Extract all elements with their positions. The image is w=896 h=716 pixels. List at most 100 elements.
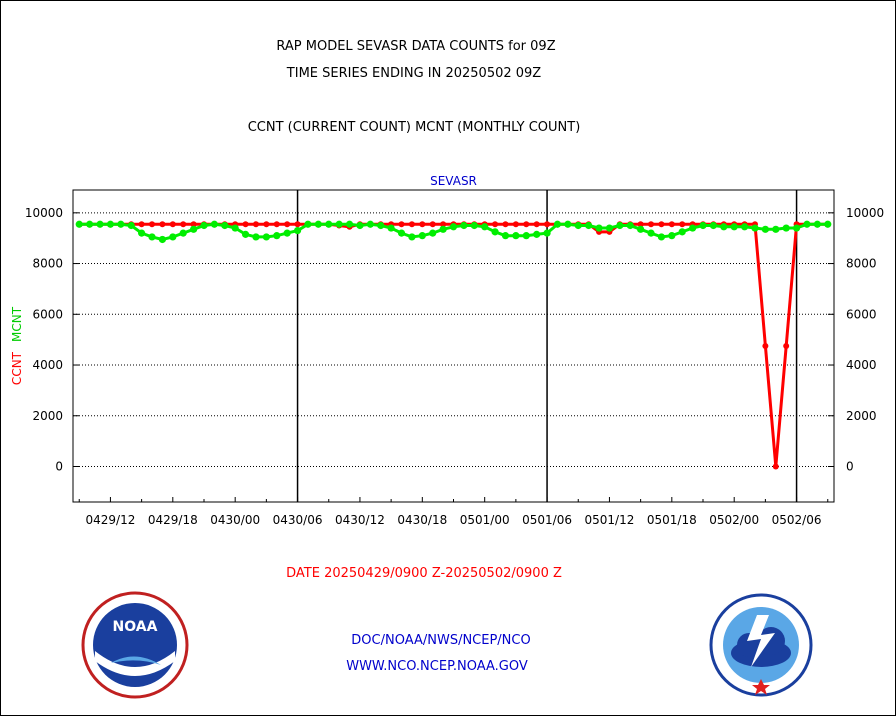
point-mcnt-0: [75, 220, 83, 228]
y-tick-label-left-4000: 4000: [32, 358, 63, 372]
x-tick-label-45: 0501/06: [522, 513, 572, 527]
point-mcnt-1: [86, 220, 94, 228]
x-tick-label-57: 0501/18: [647, 513, 697, 527]
x-tick-label-27: 0430/12: [335, 513, 385, 527]
point-mcnt-13: [210, 220, 218, 228]
point-mcnt-53: [626, 221, 634, 230]
point-mcnt-18: [262, 233, 270, 241]
point-mcnt-30: [387, 224, 395, 232]
y-tick-label-left-2000: 2000: [32, 409, 63, 423]
point-mcnt-44: [533, 230, 541, 238]
y-axis-label-mcnt: MCNT: [10, 306, 24, 342]
point-ccnt-57: [668, 221, 675, 228]
point-mcnt-22: [304, 220, 312, 228]
point-mcnt-56: [657, 233, 666, 241]
point-mcnt-6: [138, 229, 146, 237]
point-mcnt-11: [189, 225, 198, 233]
point-mcnt-23: [314, 220, 322, 228]
point-mcnt-64: [740, 223, 749, 231]
x-tick-label-15: 0430/00: [210, 513, 260, 527]
point-ccnt-43: [523, 221, 530, 228]
point-mcnt-42: [512, 232, 520, 240]
point-mcnt-37: [460, 221, 468, 230]
nws-logo-icon[interactable]: [709, 593, 813, 697]
chart-subtitle: CCNT (CURRENT COUNT) MCNT (MONTHLY COUNT…: [247, 120, 581, 135]
org-line[interactable]: DOC/NOAA/NWS/NCEP/NCO: [351, 633, 531, 648]
noaa-logo-icon[interactable]: NOAA: [81, 591, 189, 699]
url-link[interactable]: WWW.NCO.NCEP.NOAA.GOV: [346, 659, 528, 674]
point-mcnt-69: [792, 224, 801, 232]
point-mcnt-67: [772, 225, 780, 233]
point-mcnt-40: [491, 228, 499, 236]
point-mcnt-46: [553, 220, 562, 228]
point-ccnt-33: [419, 221, 426, 228]
time-series-chart: 0 0 2000 2000 4000 4000 6000 6000 8000 8000 10000 1…: [10, 174, 884, 527]
point-mcnt-14: [221, 221, 229, 230]
point-ccnt-35: [440, 221, 447, 228]
date-range-label: DATE 20250429/0900 Z-20250502/0900 Z: [286, 566, 562, 581]
point-mcnt-72: [824, 220, 832, 228]
point-mcnt-36: [449, 223, 458, 231]
point-ccnt-58: [679, 221, 686, 228]
noaa-logo-text: NOAA: [113, 619, 158, 635]
point-mcnt-63: [730, 223, 738, 231]
point-mcnt-58: [678, 228, 686, 236]
point-ccnt-20: [284, 221, 291, 228]
point-mcnt-32: [408, 233, 416, 241]
point-ccnt-42: [512, 221, 519, 228]
point-mcnt-49: [585, 221, 593, 230]
point-mcnt-51: [605, 224, 614, 232]
point-ccnt-67: [772, 463, 779, 470]
point-ccnt-41: [502, 221, 509, 228]
plot-frame: [72, 189, 835, 503]
point-mcnt-4: [117, 220, 125, 228]
y-tick-label-right-2000: 2000: [846, 409, 877, 423]
point-ccnt-16: [242, 221, 249, 228]
point-mcnt-24: [325, 220, 333, 228]
point-ccnt-45: [544, 221, 551, 228]
y-tick-label-left-6000: 6000: [32, 307, 63, 321]
point-ccnt-56: [658, 221, 665, 228]
point-mcnt-57: [668, 232, 676, 240]
point-mcnt-43: [522, 232, 530, 240]
point-ccnt-9: [169, 221, 176, 228]
point-mcnt-9: [169, 233, 177, 241]
point-mcnt-47: [564, 220, 572, 228]
x-tick-label-69: 0502/06: [772, 513, 822, 527]
point-mcnt-26: [345, 220, 354, 228]
point-mcnt-55: [647, 229, 655, 237]
x-tick-label-51: 0501/12: [585, 513, 635, 527]
point-ccnt-21: [294, 221, 301, 228]
point-mcnt-68: [782, 224, 790, 232]
point-mcnt-62: [720, 223, 728, 231]
point-mcnt-16: [241, 230, 250, 238]
chart-title-line1: RAP MODEL SEVASR DATA COUNTS for 09Z: [276, 39, 556, 54]
point-mcnt-38: [470, 221, 478, 230]
point-mcnt-19: [273, 232, 281, 240]
point-ccnt-17: [252, 221, 259, 228]
point-mcnt-7: [148, 233, 156, 241]
point-mcnt-10: [179, 229, 187, 237]
point-ccnt-34: [429, 221, 436, 228]
x-tick-label-33: 0430/18: [397, 513, 447, 527]
point-ccnt-44: [533, 221, 540, 228]
point-mcnt-27: [356, 221, 364, 230]
chart-series-title: SEVASR: [430, 174, 477, 188]
point-mcnt-29: [377, 221, 385, 230]
y-tick-label-right-10000: 10000: [846, 206, 884, 220]
point-ccnt-31: [398, 221, 405, 228]
point-mcnt-45: [543, 229, 551, 237]
point-mcnt-15: [231, 224, 239, 232]
point-mcnt-12: [200, 221, 208, 230]
point-ccnt-11: [190, 221, 197, 228]
point-mcnt-71: [813, 220, 821, 228]
y-axis-label: CCNT MCNT: [10, 306, 24, 385]
x-tick-label-9: 0429/18: [148, 513, 198, 527]
point-mcnt-61: [709, 221, 718, 230]
point-mcnt-39: [481, 223, 489, 231]
point-mcnt-66: [761, 225, 769, 233]
point-mcnt-33: [418, 232, 426, 240]
point-ccnt-10: [180, 221, 187, 228]
point-mcnt-48: [574, 221, 582, 230]
